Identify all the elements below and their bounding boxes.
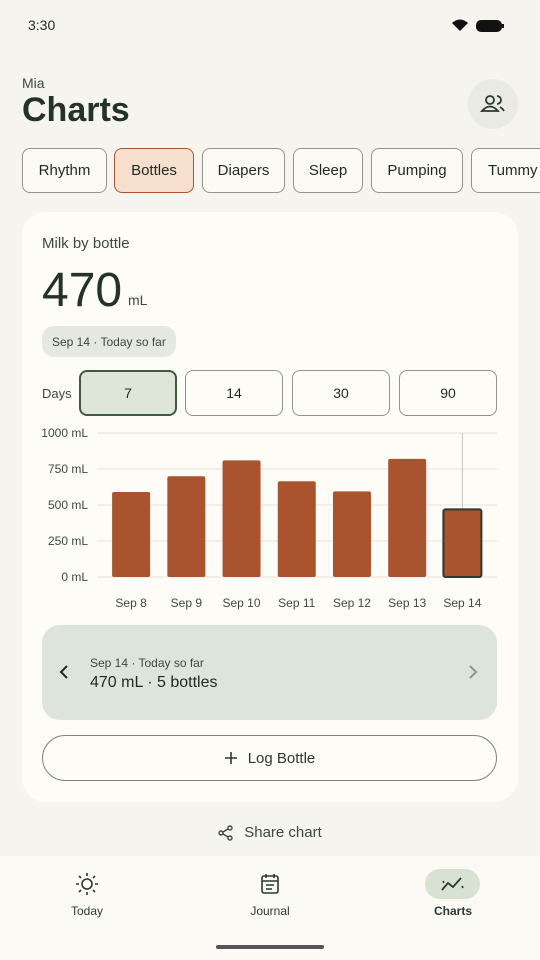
status-icons: [452, 19, 504, 32]
x-tick-label: Sep 10: [223, 596, 261, 610]
tab[interactable]: Pumping: [371, 148, 463, 193]
bar: [388, 458, 427, 577]
today-icon[interactable]: [75, 872, 99, 896]
bar: [277, 481, 316, 577]
bar: [222, 460, 261, 577]
range-button[interactable]: 30: [292, 370, 390, 416]
page-title: Charts: [22, 91, 130, 129]
journal-icon[interactable]: [258, 872, 282, 896]
range-button[interactable]: 14: [185, 370, 283, 416]
nav-label[interactable]: Journal: [250, 904, 290, 918]
plus-icon: [224, 752, 237, 764]
nav-label-active[interactable]: Charts: [433, 904, 472, 918]
x-tick-label: Sep 12: [333, 596, 371, 610]
tab[interactable]: Diapers: [202, 148, 285, 193]
total-unit: mL: [128, 292, 148, 308]
y-tick-label: 750 mL: [48, 462, 88, 476]
summary-date: Sep 14 · Today so far: [90, 656, 204, 670]
bar-selected: [442, 508, 483, 578]
tab[interactable]: Sleep: [293, 148, 363, 193]
y-tick-label: 500 mL: [48, 498, 88, 512]
charts-icon: [441, 877, 464, 891]
bar: [112, 492, 151, 577]
next-icon[interactable]: [467, 663, 479, 681]
chart: 0 mL 250 mL 500 mL 750 mL 1000 mL Sep 8 Sep 9 S…: [41, 426, 497, 610]
bar: [167, 476, 206, 577]
prev-icon[interactable]: [58, 663, 70, 681]
log-button[interactable]: Log Bottle: [42, 735, 497, 781]
x-tick-label: Sep 9: [171, 596, 203, 610]
date-chip: Sep 14 · Today so far: [42, 326, 176, 357]
bar: [332, 491, 371, 577]
y-tick-label: 0 mL: [61, 570, 88, 584]
range-button-active[interactable]: 7: [79, 370, 177, 416]
status-time: 3:30: [28, 17, 56, 33]
tab[interactable]: Rhythm: [22, 148, 107, 193]
tab[interactable]: Tummy: [471, 148, 540, 193]
x-tick-label: Sep 14: [443, 596, 481, 610]
share-button[interactable]: Share chart: [0, 824, 540, 841]
log-button-label: Log Bottle: [247, 749, 316, 767]
nav-label[interactable]: Today: [70, 904, 104, 918]
home-indicator: [216, 945, 324, 949]
profile-name: Mia: [22, 75, 45, 91]
share-label: Share chart: [244, 824, 322, 841]
charts-icon-pill[interactable]: [425, 869, 480, 899]
range-label: Days: [42, 386, 72, 401]
y-tick-label: 250 mL: [48, 534, 88, 548]
range-button[interactable]: 90: [399, 370, 497, 416]
x-tick-label: Sep 11: [278, 596, 315, 610]
y-tick-label: 1000 mL: [41, 426, 88, 440]
profiles-button[interactable]: [468, 79, 518, 129]
x-tick-label: Sep 8: [115, 596, 147, 610]
x-tick-label: Sep 13: [388, 596, 426, 610]
summary-box: Sep 14 · Today so far 470 mL · 5 bottles: [42, 625, 497, 720]
total-value: 470: [42, 264, 123, 317]
summary-detail: 470 mL · 5 bottles: [90, 674, 218, 691]
tab-active[interactable]: Bottles: [114, 148, 194, 193]
profiles-icon: [479, 95, 505, 112]
share-icon: [218, 824, 233, 841]
card-title: Milk by bottle: [42, 235, 130, 252]
